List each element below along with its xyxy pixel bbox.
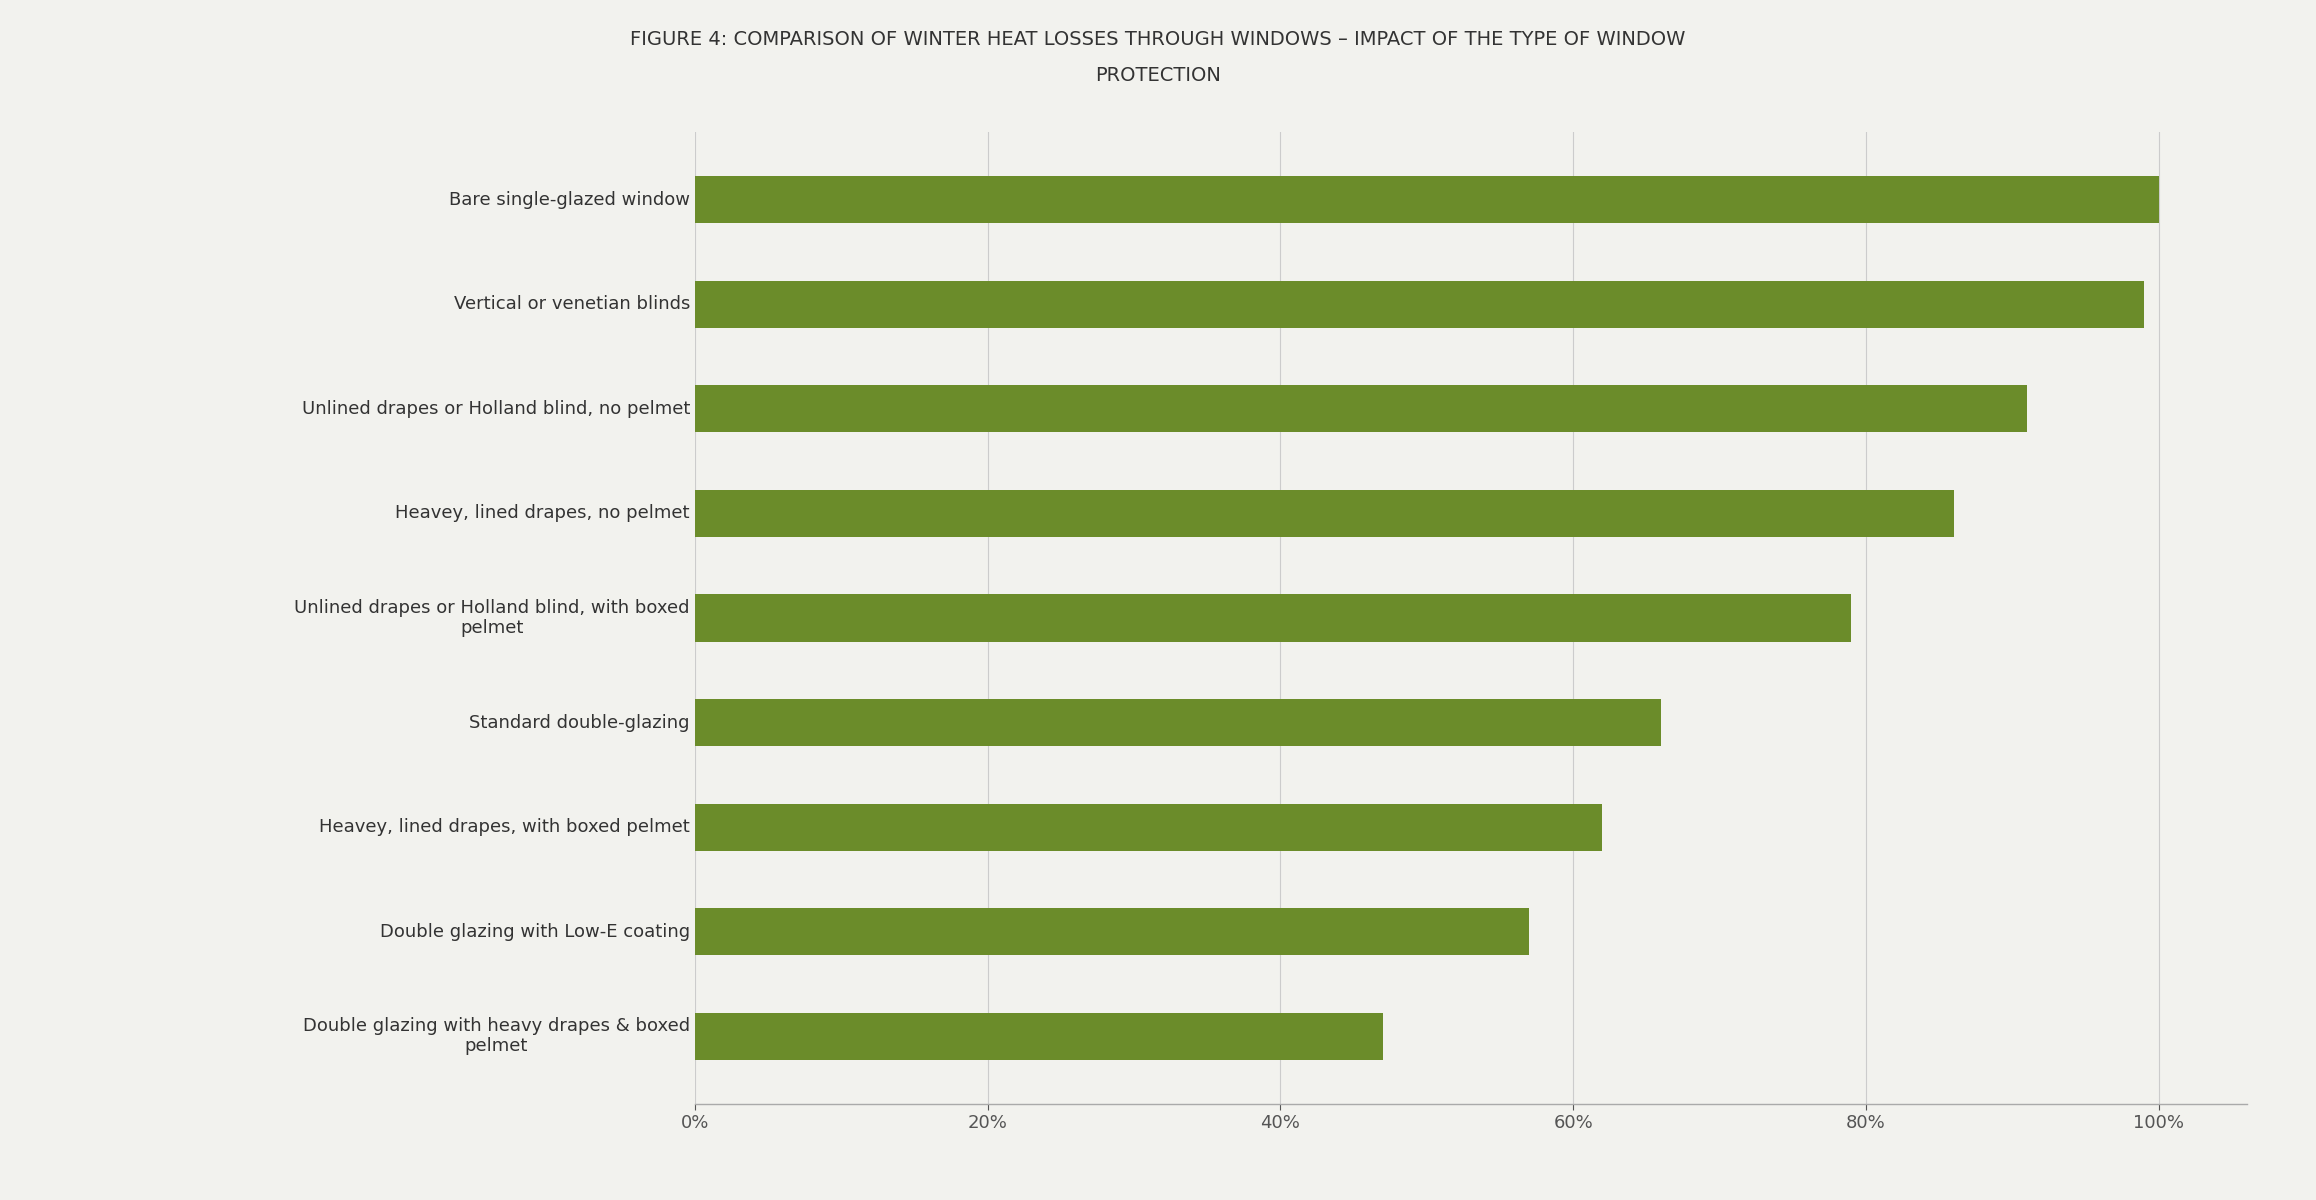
Bar xyxy=(695,385,2026,432)
Bar xyxy=(695,281,2145,328)
Text: PROTECTION: PROTECTION xyxy=(1095,66,1221,85)
Bar xyxy=(695,490,1955,538)
Bar xyxy=(695,698,1661,746)
Bar xyxy=(695,594,1850,642)
Text: FIGURE 4: COMPARISON OF WINTER HEAT LOSSES THROUGH WINDOWS – IMPACT OF THE TYPE : FIGURE 4: COMPARISON OF WINTER HEAT LOSS… xyxy=(630,30,1686,49)
Bar xyxy=(695,176,2159,223)
Bar xyxy=(695,908,1529,955)
Bar xyxy=(695,1013,1383,1060)
Bar xyxy=(695,804,1603,851)
